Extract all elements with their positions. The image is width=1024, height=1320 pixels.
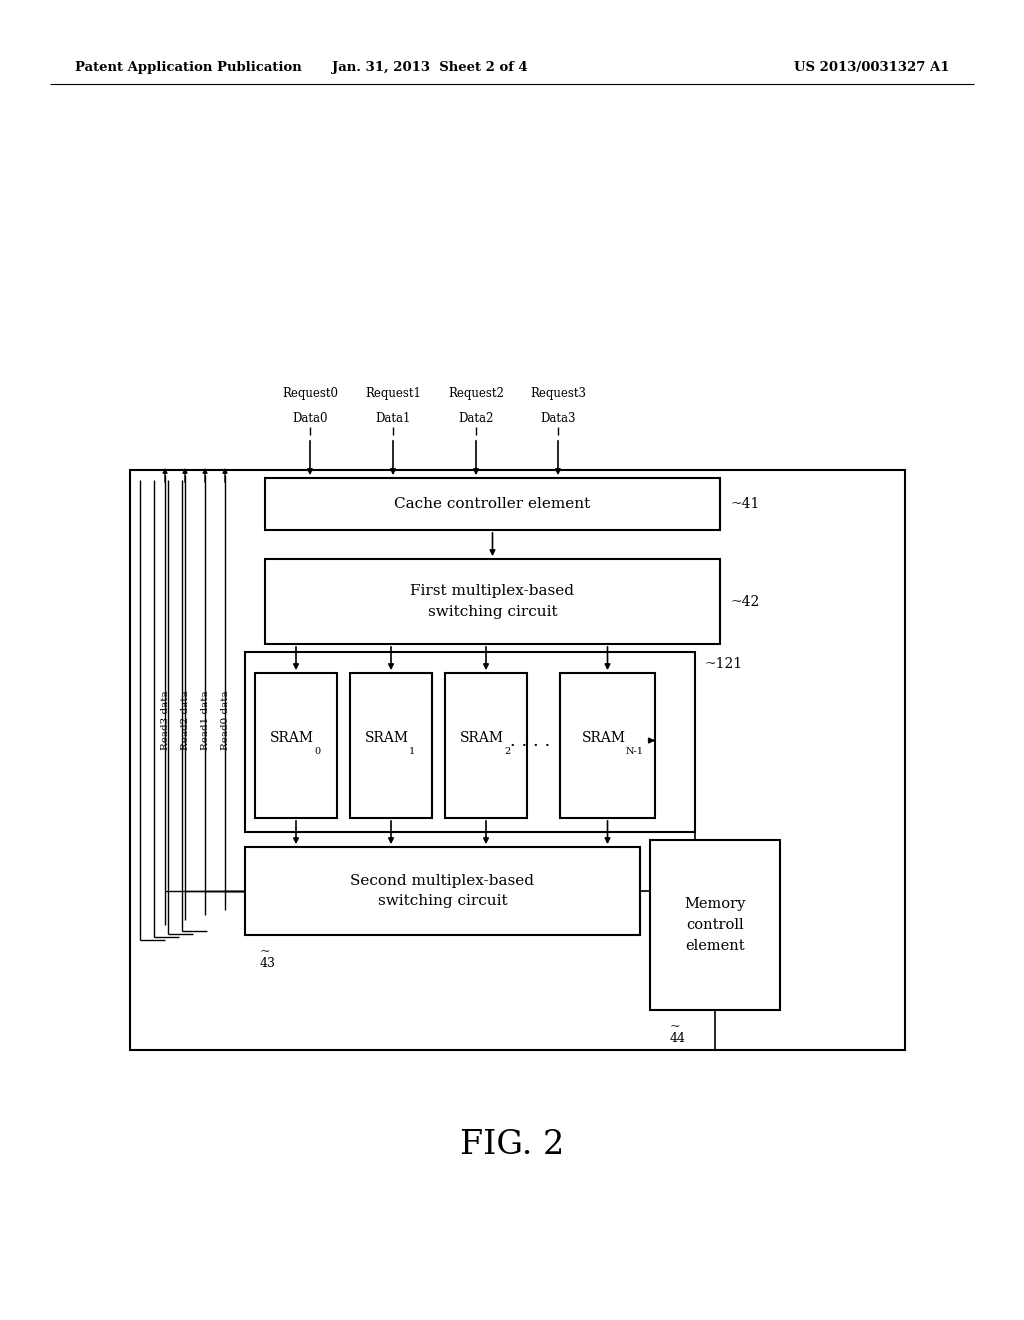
Bar	[255, 673, 337, 818]
Text: ~: ~	[260, 945, 270, 958]
Bar	[265, 478, 720, 531]
Text: Read2 data: Read2 data	[180, 690, 189, 750]
Text: Read1 data: Read1 data	[201, 690, 210, 750]
Text: · · · ·: · · · ·	[510, 737, 550, 755]
Text: Read3 data: Read3 data	[161, 690, 170, 750]
Text: Request3: Request3	[530, 387, 586, 400]
Bar	[265, 558, 720, 644]
Text: Patent Application Publication: Patent Application Publication	[75, 62, 302, 74]
Bar	[650, 840, 780, 1010]
Bar	[560, 673, 655, 818]
Text: ~41: ~41	[730, 498, 760, 511]
Text: FIG. 2: FIG. 2	[460, 1129, 564, 1162]
Text: ~: ~	[670, 1020, 681, 1034]
Text: Read0 data: Read0 data	[220, 690, 229, 750]
Text: Data3: Data3	[541, 412, 575, 425]
Text: ~42: ~42	[730, 594, 759, 609]
Text: Data2: Data2	[459, 412, 494, 425]
Text: Request0: Request0	[282, 387, 338, 400]
Text: SRAM: SRAM	[270, 730, 314, 744]
Text: Request1: Request1	[366, 387, 421, 400]
Bar	[245, 847, 640, 935]
Bar	[350, 673, 432, 818]
Bar	[130, 470, 905, 1049]
Text: SRAM: SRAM	[460, 730, 504, 744]
Text: Cache controller element: Cache controller element	[394, 498, 591, 511]
Text: N-1: N-1	[626, 747, 643, 756]
Text: Data0: Data0	[292, 412, 328, 425]
Text: Second multiplex-based
switching circuit: Second multiplex-based switching circuit	[350, 874, 535, 908]
Bar	[445, 673, 527, 818]
Text: 43: 43	[260, 957, 276, 970]
Text: First multiplex-based
switching circuit: First multiplex-based switching circuit	[411, 585, 574, 619]
Text: Jan. 31, 2013  Sheet 2 of 4: Jan. 31, 2013 Sheet 2 of 4	[332, 62, 528, 74]
Text: Memory
controll
element: Memory controll element	[684, 898, 745, 953]
Text: SRAM: SRAM	[582, 730, 626, 744]
Bar	[245, 652, 695, 832]
Text: Request2: Request2	[449, 387, 504, 400]
Text: 44: 44	[670, 1032, 686, 1045]
Text: US 2013/0031327 A1: US 2013/0031327 A1	[795, 62, 950, 74]
Text: ~121: ~121	[705, 657, 743, 671]
Text: Data1: Data1	[376, 412, 411, 425]
Text: 2: 2	[504, 747, 510, 756]
Text: SRAM: SRAM	[365, 730, 409, 744]
Text: 0: 0	[314, 747, 321, 756]
Text: 1: 1	[409, 747, 416, 756]
